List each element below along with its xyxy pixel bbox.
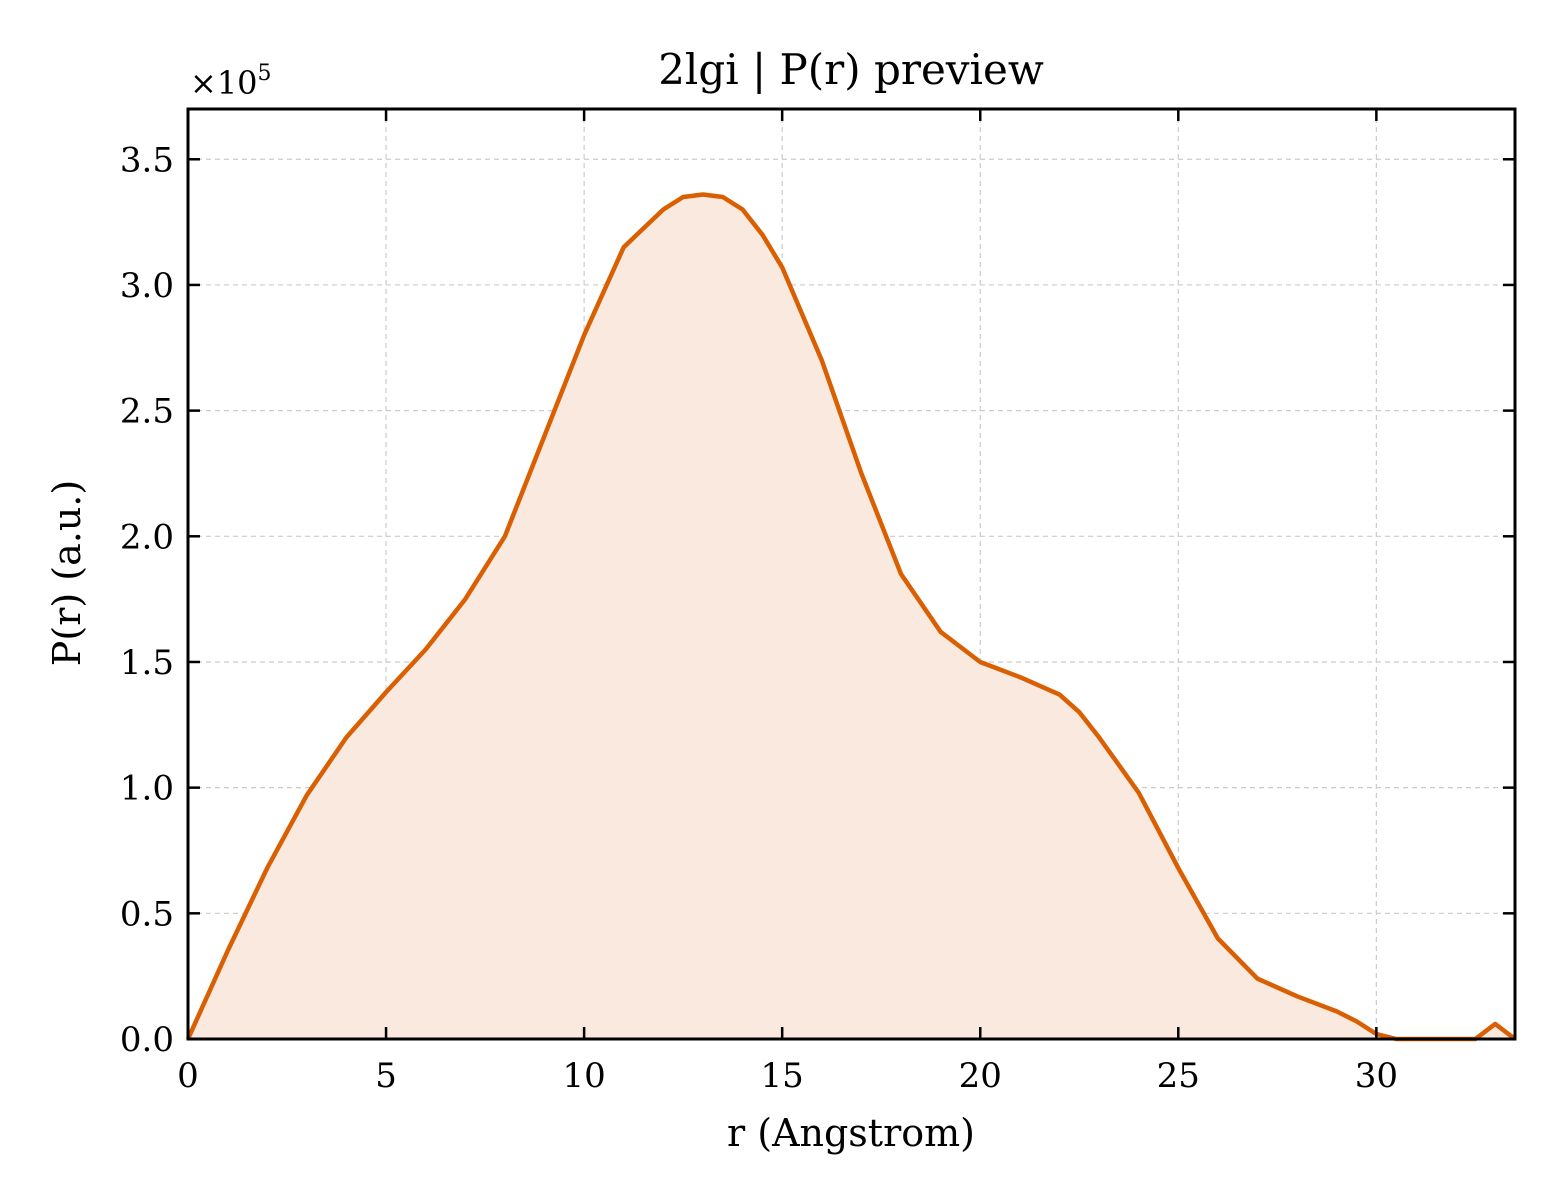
y-tick-label: 0.5 <box>120 894 174 934</box>
y-scale-multiplier-exponent: 5 <box>258 61 272 86</box>
y-tick-labels: 0.0 0.5 1.0 1.5 2.0 2.5 3.0 3.5 <box>120 140 174 1060</box>
chart-title: 2lgi | P(r) preview <box>658 45 1044 94</box>
x-tick-label: 30 <box>1355 1056 1398 1096</box>
y-tick-label: 3.0 <box>120 266 174 306</box>
y-tick-label: 1.5 <box>120 643 174 683</box>
axis-ticks <box>186 109 1515 1041</box>
x-tick-label: 5 <box>375 1056 397 1096</box>
pr-area-fill <box>188 194 1515 1039</box>
y-tick-label: 2.0 <box>120 517 174 557</box>
y-tick-label: 1.0 <box>120 769 174 809</box>
x-tick-label: 0 <box>177 1056 199 1096</box>
x-axis-label: r (Angstrom) <box>727 1111 975 1155</box>
x-tick-label: 20 <box>959 1056 1002 1096</box>
plot-frame <box>186 107 1517 1041</box>
x-tick-label: 15 <box>761 1056 804 1096</box>
y-tick-label: 3.5 <box>120 140 174 180</box>
y-tick-label: 2.5 <box>120 392 174 432</box>
y-axis-label: P(r) (a.u.) <box>45 480 89 666</box>
x-tick-labels: 0 5 10 15 20 25 30 <box>177 1056 1398 1096</box>
y-tick-label: 0.0 <box>120 1020 174 1060</box>
y-scale-multiplier: ×105 <box>190 61 272 102</box>
pr-series-line <box>185 192 1517 1042</box>
x-tick-label: 10 <box>562 1056 605 1096</box>
y-scale-multiplier-base: ×10 <box>190 64 258 102</box>
x-tick-label: 25 <box>1157 1056 1200 1096</box>
